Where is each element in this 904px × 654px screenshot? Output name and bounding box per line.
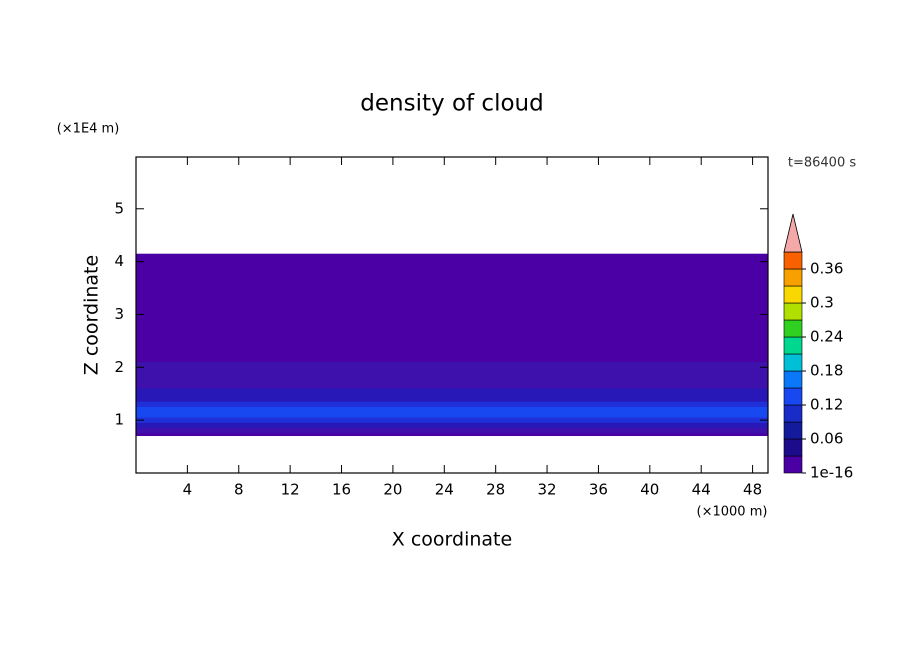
- y-tick-label: 1: [114, 411, 124, 429]
- x-tick-label: 36: [589, 481, 608, 499]
- x-tick-label: 12: [281, 481, 300, 499]
- x-tick-label: 4: [183, 481, 193, 499]
- colorbar-tick-label: 0.18: [810, 362, 843, 380]
- x-tick-label: 32: [538, 481, 557, 499]
- colorbar-level: [783, 421, 803, 440]
- colorbar-tick-label: 0.12: [810, 396, 843, 414]
- y-tick-label: 5: [114, 199, 124, 217]
- colorbar-level: [783, 438, 803, 457]
- y-tick-label: 3: [114, 305, 124, 323]
- colorbar-level: [783, 268, 803, 287]
- colorbar-tick-label: 0.3: [810, 294, 834, 312]
- colorbar-level: [783, 370, 803, 389]
- colorbar-level: [783, 285, 803, 304]
- x-tick-label: 24: [435, 481, 454, 499]
- x-axis-label: X coordinate: [392, 529, 512, 551]
- x-tick-label: 28: [486, 481, 505, 499]
- colorbar-level: [783, 302, 803, 321]
- chart-title: density of cloud: [360, 91, 543, 117]
- x-unit: (×1000 m): [697, 505, 768, 520]
- colorbar-level: [783, 387, 803, 406]
- y-unit: (×1E4 m): [57, 122, 120, 137]
- colorbar-level: [783, 353, 803, 372]
- x-tick-label: 40: [640, 481, 659, 499]
- y-tick-label: 4: [114, 252, 124, 270]
- x-tick-label: 8: [234, 481, 244, 499]
- x-tick-label: 20: [383, 481, 402, 499]
- colorbar-tick-label: 0.24: [810, 328, 843, 346]
- colorbar-tick-label: 0.36: [810, 260, 843, 278]
- colorbar-level: [783, 404, 803, 423]
- colorbar-extend: [783, 213, 803, 253]
- colorbar-level: [783, 455, 803, 474]
- plot-frame: [135, 156, 769, 474]
- y-tick-label: 2: [114, 358, 124, 376]
- cloud-layer: [136, 406, 768, 418]
- annotation: t=86400 s: [788, 156, 856, 171]
- colorbar-tick-label: 1e-16: [810, 464, 853, 482]
- colorbar-level: [783, 319, 803, 338]
- x-tick-label: 48: [743, 481, 762, 499]
- x-tick-label: 16: [332, 481, 351, 499]
- colorbar-level: [783, 251, 803, 270]
- colorbar-tick-label: 0.06: [810, 430, 843, 448]
- x-tick-label: 44: [692, 481, 711, 499]
- colorbar-level: [783, 336, 803, 355]
- y-axis-label: Z coordinate: [81, 255, 103, 375]
